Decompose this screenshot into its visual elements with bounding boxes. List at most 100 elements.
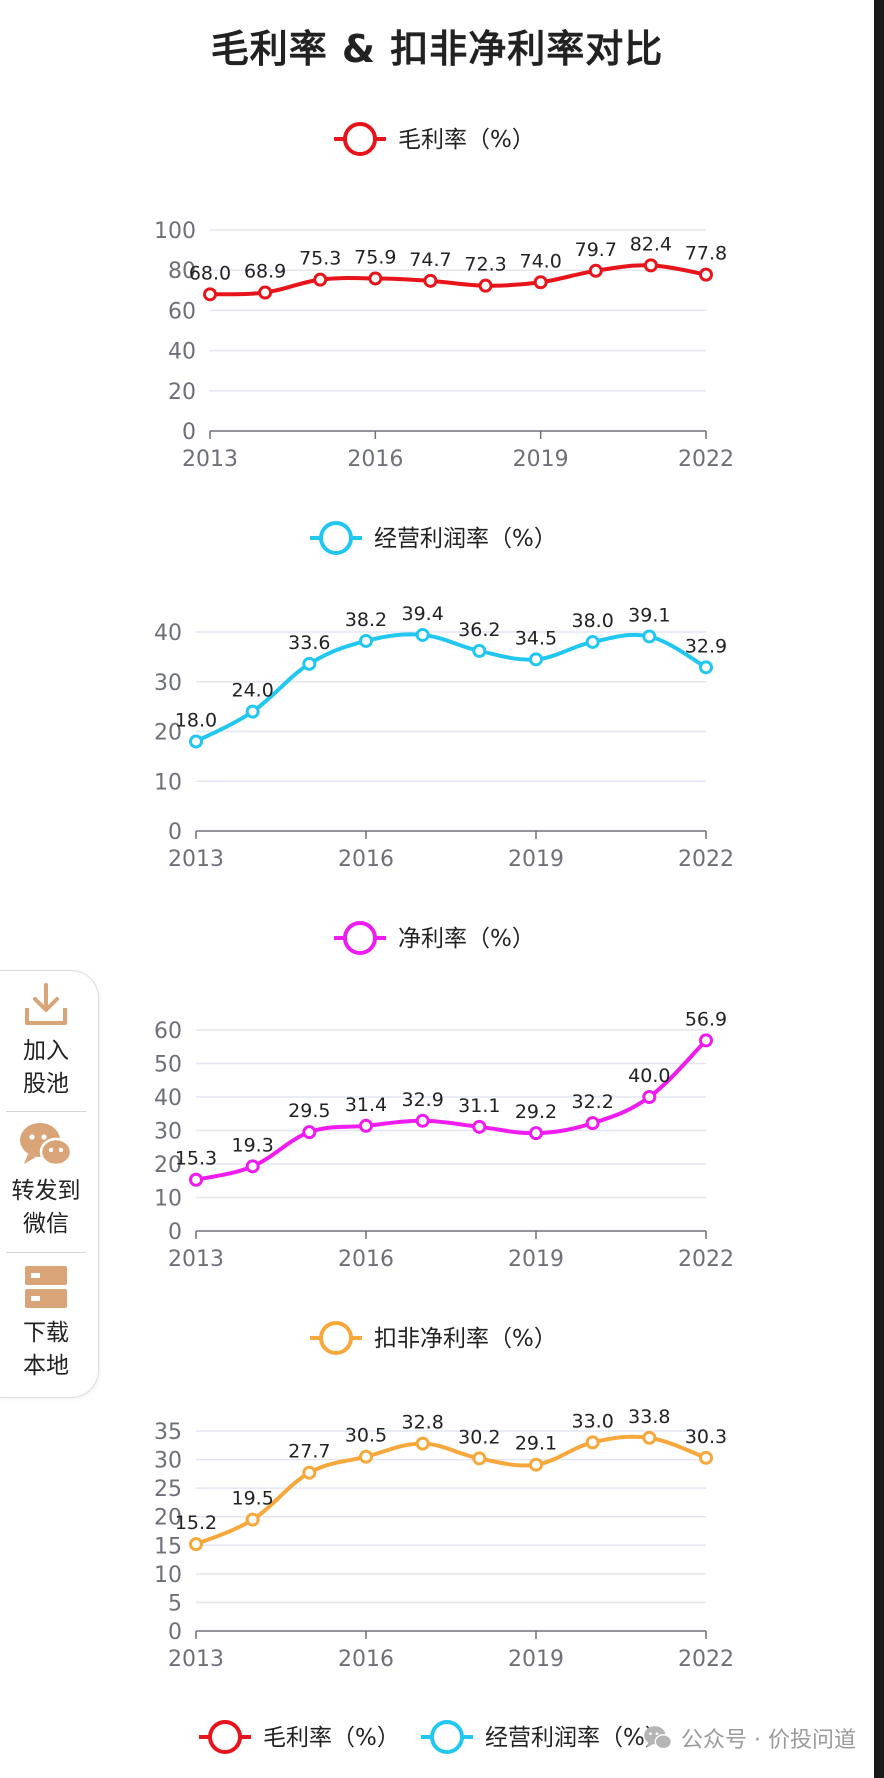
net-data-label: 29.2: [515, 1101, 557, 1123]
y-tick-label: 20: [154, 1153, 182, 1178]
download-icon: [25, 983, 67, 1025]
gross-legend-text[interactable]: 毛利率（%）: [398, 127, 535, 153]
operating-legend-text[interactable]: 经营利润率（%）: [374, 526, 557, 552]
share-wechat-label-line1: 转发到: [11, 1178, 81, 1204]
gross-data-label: 74.7: [409, 249, 451, 271]
gross-data-point[interactable]: [643, 258, 658, 273]
operating-data-point[interactable]: [302, 656, 317, 671]
bottom-legend: 毛利率（%） 经营利润率（%）: [199, 1720, 668, 1754]
operating-data-point[interactable]: [359, 633, 373, 648]
net-legend-text[interactable]: 净利率（%）: [398, 926, 535, 952]
operating-data-label: 24.0: [232, 680, 274, 702]
operating-data-point[interactable]: [415, 627, 430, 642]
wechat-icon: [644, 1726, 673, 1750]
add-to-pool-button[interactable]: 加入 股池: [0, 981, 94, 1101]
net-data-label: 56.9: [685, 1008, 727, 1030]
gross-data-point[interactable]: [368, 271, 383, 286]
deducted-data-point[interactable]: [472, 1451, 487, 1466]
deducted-data-label: 15.2: [175, 1512, 217, 1534]
deducted-data-point[interactable]: [359, 1449, 373, 1464]
deducted-data-label: 30.2: [458, 1426, 500, 1448]
gross-data-label: 68.9: [244, 261, 286, 283]
add-to-pool-label-line2: 股池: [23, 1071, 69, 1097]
download-local-label-line2: 本地: [23, 1353, 69, 1379]
net-data-label: 31.1: [458, 1095, 500, 1117]
bottom-operating-legend-text[interactable]: 经营利润率（%）: [485, 1725, 668, 1751]
net-data-point[interactable]: [699, 1033, 713, 1048]
deducted-data-point[interactable]: [699, 1450, 713, 1465]
net-chart: 净利率（%） 0 10 20 30 40 50 60 2013 2016 2019 2022 15.3 1…: [154, 921, 734, 1272]
gross-data-point[interactable]: [203, 287, 217, 302]
operating-data-point[interactable]: [245, 704, 260, 719]
deducted-data-label: 33.8: [628, 1406, 670, 1428]
gross-data-point[interactable]: [478, 278, 493, 293]
gross-data-label: 68.0: [189, 262, 231, 284]
net-data-point[interactable]: [359, 1118, 373, 1133]
bottom-gross-legend-text[interactable]: 毛利率（%）: [263, 1725, 400, 1751]
window-edge-bar: [874, 0, 884, 1778]
net-data-point[interactable]: [245, 1159, 260, 1174]
operating-data-point[interactable]: [529, 652, 543, 667]
x-tick-label: 2016: [338, 1647, 394, 1672]
x-tick-label: 2022: [678, 447, 734, 472]
bottom-operating-legend-marker: [430, 1720, 464, 1754]
operating-data-point[interactable]: [189, 734, 203, 749]
x-tick-label: 2016: [338, 847, 394, 872]
net-data-label: 31.4: [345, 1094, 387, 1116]
y-tick-label: 20: [154, 1506, 182, 1531]
deducted-data-point[interactable]: [585, 1435, 600, 1450]
x-tick-label: 2022: [678, 847, 734, 872]
x-tick-label: 2013: [168, 847, 224, 872]
deducted-data-point[interactable]: [189, 1537, 203, 1552]
gross-data-point[interactable]: [533, 275, 548, 290]
watermark-text: 公众号 · 价投问道: [681, 1728, 856, 1753]
wechat-icon: [20, 1123, 73, 1167]
net-data-label: 15.3: [175, 1148, 217, 1170]
share-wechat-button[interactable]: 转发到 微信: [0, 1121, 94, 1241]
gross-data-point[interactable]: [313, 272, 328, 287]
y-tick-label: 10: [154, 770, 182, 795]
gross-data-label: 79.7: [575, 239, 617, 261]
side-divider: [6, 1111, 86, 1112]
gross-data-label: 74.0: [520, 250, 562, 272]
operating-data-point[interactable]: [472, 643, 487, 658]
operating-data-label: 34.5: [515, 627, 557, 649]
deducted-data-point[interactable]: [642, 1430, 657, 1445]
x-tick-label: 2019: [513, 447, 569, 472]
gross-data-point[interactable]: [699, 267, 713, 282]
deducted-data-label: 32.8: [402, 1412, 444, 1434]
net-data-point[interactable]: [585, 1116, 600, 1131]
net-data-point[interactable]: [642, 1090, 657, 1104]
net-data-point[interactable]: [472, 1119, 487, 1134]
y-tick-label: 15: [154, 1534, 182, 1559]
gross-data-label: 77.8: [685, 243, 727, 265]
net-data-point[interactable]: [189, 1172, 203, 1187]
deducted-data-point[interactable]: [302, 1465, 317, 1480]
download-local-button[interactable]: 下载 本地: [0, 1263, 94, 1383]
net-data-point[interactable]: [415, 1113, 430, 1128]
operating-data-point[interactable]: [699, 660, 713, 675]
deducted-data-point[interactable]: [529, 1457, 543, 1472]
x-tick-label: 2013: [168, 1647, 224, 1672]
gross-data-point[interactable]: [588, 263, 603, 278]
deducted-data-point[interactable]: [245, 1512, 260, 1527]
gross-data-point[interactable]: [423, 273, 438, 288]
gross-data-point[interactable]: [258, 285, 273, 300]
gross-data-label: 75.3: [299, 248, 341, 270]
y-tick-label: 10: [154, 1187, 182, 1212]
net-data-label: 29.5: [288, 1100, 330, 1122]
net-data-point[interactable]: [529, 1126, 543, 1141]
deducted-legend-text[interactable]: 扣非净利率（%）: [374, 1326, 557, 1352]
operating-data-point[interactable]: [642, 629, 657, 644]
y-tick-label: 60: [154, 1019, 182, 1044]
net-data-point[interactable]: [302, 1125, 317, 1140]
deducted-data-point[interactable]: [415, 1436, 430, 1451]
y-tick-label: 30: [154, 1120, 182, 1145]
x-tick-label: 2019: [508, 847, 564, 872]
y-tick-label: 0: [182, 420, 196, 445]
net-data-label: 19.3: [232, 1134, 274, 1156]
operating-series-line: [195, 632, 707, 744]
page-title: 毛利率 & 扣非净利率对比: [210, 27, 664, 71]
operating-data-point[interactable]: [585, 634, 600, 649]
